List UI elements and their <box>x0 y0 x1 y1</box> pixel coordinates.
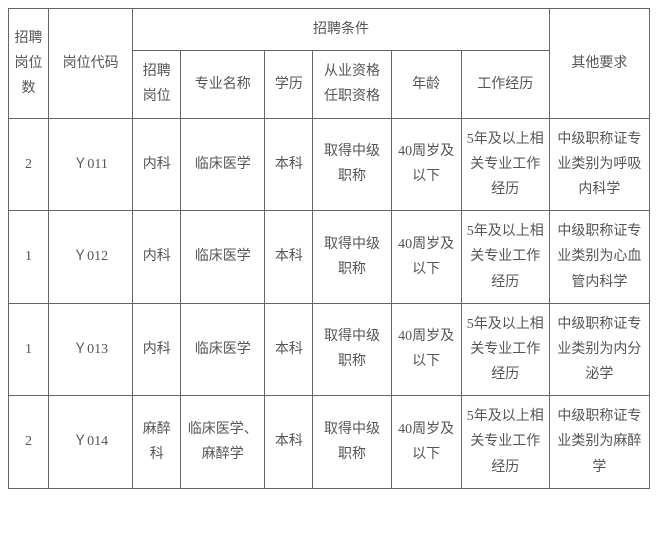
header-row-1: 招聘岗位数 岗位代码 招聘条件 其他要求 <box>9 9 650 51</box>
cell-education: 本科 <box>265 396 313 489</box>
table-row: 1 Ｙ012 内科 临床医学 本科 取得中级职称 40周岁及以下 5年及以上相关… <box>9 211 650 304</box>
cell-experience: 5年及以上相关专业工作经历 <box>461 303 549 396</box>
header-conditions: 招聘条件 <box>133 9 550 51</box>
cell-education: 本科 <box>265 303 313 396</box>
header-education: 学历 <box>265 51 313 118</box>
cell-major: 临床医学 <box>181 118 265 211</box>
cell-age: 40周岁及以下 <box>391 303 461 396</box>
cell-other: 中级职称证专业类别为内分泌学 <box>549 303 649 396</box>
cell-education: 本科 <box>265 211 313 304</box>
cell-qualification: 取得中级职称 <box>313 118 391 211</box>
cell-major: 临床医学、麻醉学 <box>181 396 265 489</box>
header-code: 岗位代码 <box>49 9 133 119</box>
cell-other: 中级职称证专业类别为心血管内科学 <box>549 211 649 304</box>
header-major: 专业名称 <box>181 51 265 118</box>
header-other: 其他要求 <box>549 9 649 119</box>
table-row: 2 Ｙ014 麻醉科 临床医学、麻醉学 本科 取得中级职称 40周岁及以下 5年… <box>9 396 650 489</box>
header-position: 招聘岗位 <box>133 51 181 118</box>
cell-major: 临床医学 <box>181 211 265 304</box>
cell-major: 临床医学 <box>181 303 265 396</box>
cell-count: 1 <box>9 211 49 304</box>
cell-age: 40周岁及以下 <box>391 211 461 304</box>
cell-other: 中级职称证专业类别为呼吸内科学 <box>549 118 649 211</box>
cell-code: Ｙ013 <box>49 303 133 396</box>
header-age: 年龄 <box>391 51 461 118</box>
cell-position: 内科 <box>133 303 181 396</box>
cell-other: 中级职称证专业类别为麻醉学 <box>549 396 649 489</box>
cell-experience: 5年及以上相关专业工作经历 <box>461 396 549 489</box>
cell-education: 本科 <box>265 118 313 211</box>
cell-count: 1 <box>9 303 49 396</box>
cell-position: 麻醉科 <box>133 396 181 489</box>
cell-position: 内科 <box>133 211 181 304</box>
cell-age: 40周岁及以下 <box>391 118 461 211</box>
cell-age: 40周岁及以下 <box>391 396 461 489</box>
cell-position: 内科 <box>133 118 181 211</box>
cell-count: 2 <box>9 396 49 489</box>
table-row: 2 Ｙ011 内科 临床医学 本科 取得中级职称 40周岁及以下 5年及以上相关… <box>9 118 650 211</box>
header-qualification: 从业资格任职资格 <box>313 51 391 118</box>
cell-count: 2 <box>9 118 49 211</box>
table-row: 1 Ｙ013 内科 临床医学 本科 取得中级职称 40周岁及以下 5年及以上相关… <box>9 303 650 396</box>
cell-experience: 5年及以上相关专业工作经历 <box>461 118 549 211</box>
recruitment-table: 招聘岗位数 岗位代码 招聘条件 其他要求 招聘岗位 专业名称 学历 从业资格任职… <box>8 8 650 489</box>
cell-qualification: 取得中级职称 <box>313 303 391 396</box>
cell-code: Ｙ014 <box>49 396 133 489</box>
header-count: 招聘岗位数 <box>9 9 49 119</box>
cell-qualification: 取得中级职称 <box>313 211 391 304</box>
cell-experience: 5年及以上相关专业工作经历 <box>461 211 549 304</box>
cell-code: Ｙ012 <box>49 211 133 304</box>
cell-qualification: 取得中级职称 <box>313 396 391 489</box>
header-experience: 工作经历 <box>461 51 549 118</box>
cell-code: Ｙ011 <box>49 118 133 211</box>
